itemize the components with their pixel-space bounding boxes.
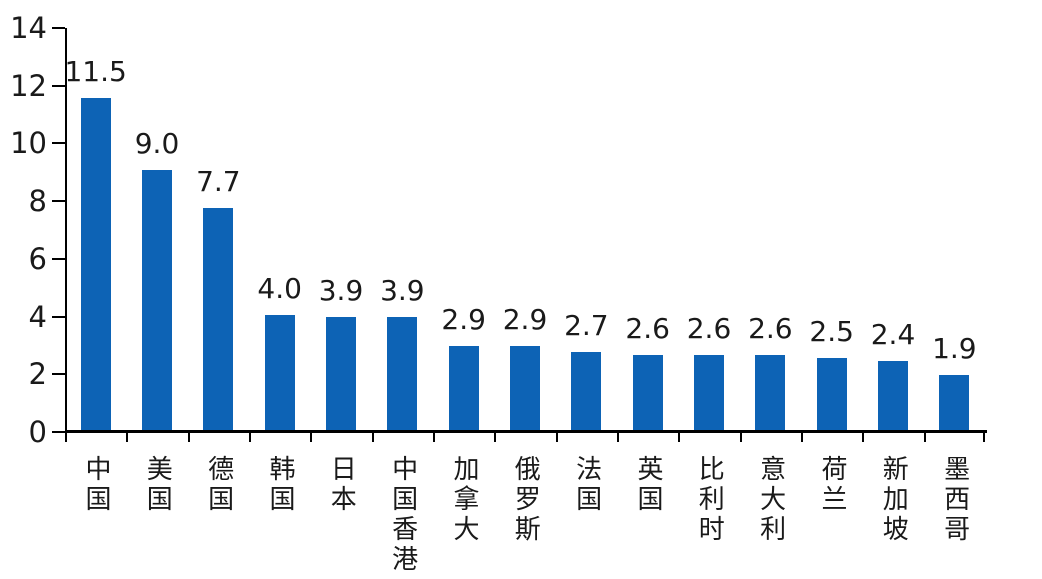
y-axis-tick (52, 142, 65, 145)
x-axis-category-label: 新加坡 (878, 455, 909, 545)
bar-4 (326, 317, 356, 430)
bar-1 (142, 170, 172, 430)
x-axis-category-label: 韩国 (264, 455, 295, 515)
y-axis-tick-label: 10 (10, 126, 47, 161)
bar-value-label: 2.9 (502, 303, 548, 337)
bar-value-label: 2.6 (748, 311, 793, 345)
bar-value-label: 3.9 (380, 274, 425, 308)
x-axis-tick (983, 433, 985, 442)
y-axis-tick-label: 6 (28, 241, 47, 276)
x-axis-category-label: 加拿大 (448, 455, 479, 545)
x-axis-tick (862, 433, 865, 442)
y-axis-tick-label: 0 (28, 415, 47, 449)
bar-0 (80, 98, 111, 430)
bar-value-label: 2.4 (870, 317, 916, 351)
bar-14 (939, 375, 970, 430)
x-axis-category-label: 德国 (203, 455, 234, 515)
x-axis-tick (65, 433, 67, 442)
bar-8 (571, 352, 602, 430)
bar-7 (510, 346, 540, 430)
x-axis-category-label: 比利时 (694, 455, 725, 545)
x-axis-tick (249, 433, 251, 442)
y-axis-tick (52, 27, 65, 29)
x-axis-category-label: 墨西哥 (939, 455, 970, 545)
bar-13 (878, 360, 908, 430)
y-axis-tick (52, 257, 65, 260)
bar-value-label: 7.7 (196, 164, 241, 198)
x-axis-category-label: 中国香港 (387, 455, 418, 575)
x-axis-tick (433, 433, 435, 442)
y-axis-tick-label: 2 (28, 357, 47, 392)
bar-11 (755, 354, 786, 430)
x-axis-tick (801, 433, 803, 442)
y-axis-line (65, 28, 67, 432)
bar-value-label: 2.6 (625, 311, 670, 345)
x-axis-tick (187, 433, 190, 442)
y-axis-tick (52, 431, 65, 433)
x-axis-tick (923, 433, 926, 442)
bar-10 (694, 354, 724, 430)
y-axis-tick (52, 200, 65, 203)
x-axis-line (65, 430, 987, 433)
bar-6 (448, 346, 479, 430)
x-axis-tick (617, 433, 619, 442)
y-axis-tick (52, 315, 65, 318)
x-axis-category-label: 英国 (632, 455, 663, 515)
x-axis-category-label: 法国 (571, 455, 602, 515)
x-axis-category-label: 荷兰 (816, 455, 847, 515)
bar-value-label: 2.7 (564, 309, 609, 343)
x-axis-tick (678, 433, 681, 442)
x-axis-category-label: 日本 (326, 455, 357, 515)
x-axis-tick (310, 433, 313, 442)
x-axis-category-label: 意大利 (755, 455, 786, 545)
bar-value-label: 3.9 (318, 274, 364, 308)
y-axis-tick (52, 373, 65, 376)
x-axis-tick (555, 433, 558, 442)
bar-9 (632, 354, 663, 430)
bar-5 (387, 317, 418, 430)
y-axis-tick-label: 4 (28, 299, 47, 334)
bar-3 (264, 314, 295, 430)
x-axis-tick (371, 433, 374, 442)
plot-area: 0 2 4 6 8 10 12 14 11.5 中国 9.0 美国 7.7 德国 4.0 韩国 3.9 日本 3.9… (10, 11, 987, 575)
bar-value-label: 2.6 (686, 311, 732, 345)
y-axis-tick (52, 84, 65, 87)
x-axis-tick (739, 433, 742, 442)
x-axis-category-label: 美国 (142, 455, 173, 515)
x-axis-tick (126, 433, 129, 442)
bar-value-label: 2.9 (441, 303, 486, 337)
bar-value-label: 2.5 (809, 314, 854, 348)
bar-value-label: 4.0 (257, 271, 302, 305)
y-axis-tick-label: 12 (10, 68, 47, 103)
bar-value-label: 9.0 (134, 127, 180, 161)
bar-2 (203, 207, 234, 430)
bar-12 (816, 357, 847, 430)
y-axis-tick-label: 14 (10, 11, 47, 45)
x-axis-category-label: 中国 (80, 455, 111, 515)
x-axis-tick (494, 433, 497, 442)
bar-value-label: 1.9 (932, 332, 977, 366)
bar-value-label: 11.5 (64, 55, 127, 89)
y-axis-tick-label: 8 (28, 184, 47, 219)
x-axis-category-label: 俄罗斯 (510, 455, 541, 545)
